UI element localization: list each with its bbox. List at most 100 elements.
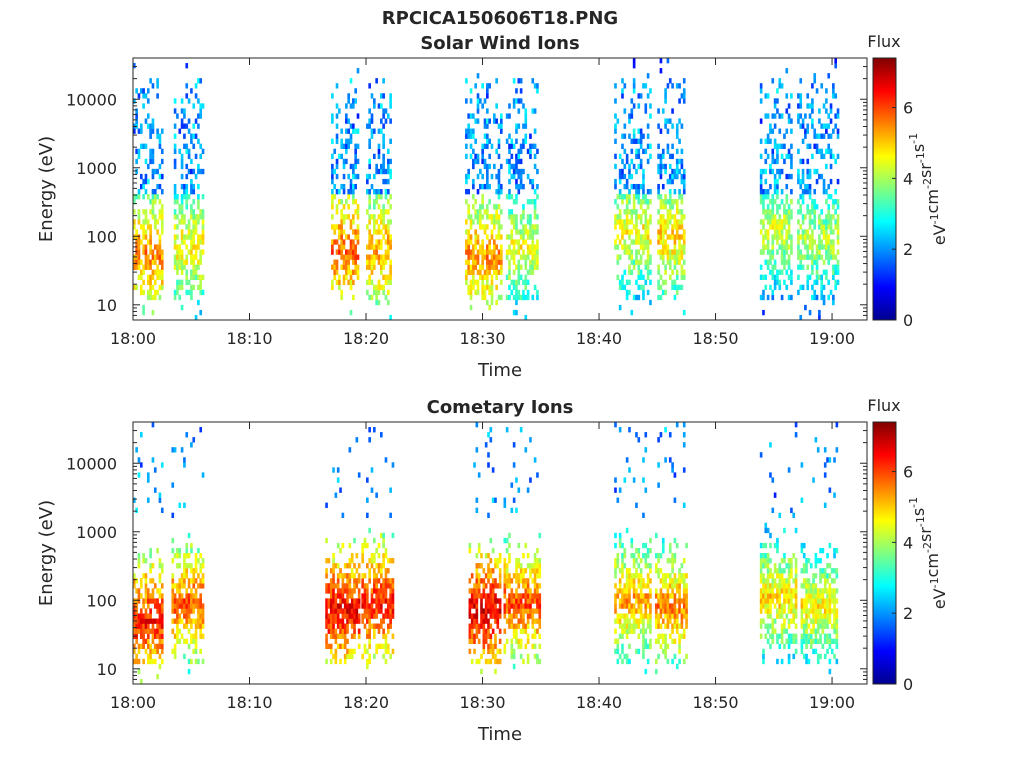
heatmap-cell	[512, 78, 516, 84]
heatmap-cell	[373, 558, 376, 564]
heatmap-cell	[764, 168, 768, 175]
heatmap-cell	[533, 244, 537, 250]
heatmap-cell	[201, 214, 205, 220]
heatmap-cell	[338, 249, 341, 255]
heatmap-cell	[475, 628, 479, 634]
heatmap-cell	[480, 593, 483, 599]
heatmap-cell	[675, 663, 679, 670]
heatmap-cell	[488, 304, 491, 311]
heatmap-cell	[329, 618, 333, 624]
heatmap-cell	[476, 269, 480, 275]
heatmap-cell	[621, 603, 624, 609]
heatmap-cell	[350, 573, 354, 579]
heatmap-cell	[477, 547, 481, 554]
heatmap-cell	[766, 204, 770, 210]
heatmap-cell	[356, 173, 360, 180]
solar-wind-title: Solar Wind Ions	[420, 33, 579, 54]
heatmap-cell	[632, 613, 636, 619]
heatmap-cell	[185, 269, 189, 275]
heatmap-cell	[137, 219, 141, 225]
heatmap-cell	[816, 598, 820, 604]
heatmap-cell	[481, 148, 484, 155]
heatmap-cell	[137, 598, 141, 604]
heatmap-cell	[673, 618, 677, 624]
heatmap-cell	[183, 638, 186, 644]
heatmap-cell	[811, 199, 814, 205]
heatmap-cell	[160, 563, 164, 569]
heatmap-cell	[820, 153, 824, 160]
heatmap-cell	[807, 638, 811, 644]
heatmap-cell	[780, 558, 784, 564]
heatmap-cell	[664, 244, 667, 250]
heatmap-cell	[635, 148, 638, 155]
heatmap-cell	[682, 432, 686, 438]
heatmap-cell	[780, 658, 784, 665]
heatmap-cell	[176, 194, 179, 200]
heatmap-cell	[142, 219, 145, 225]
heatmap-cell	[335, 249, 339, 255]
heatmap-cell	[382, 583, 385, 589]
heatmap-cell	[533, 229, 537, 235]
heatmap-cell	[531, 269, 535, 275]
heatmap-cell	[808, 224, 812, 230]
heatmap-cell	[621, 143, 624, 149]
heatmap-cell	[142, 183, 145, 190]
heatmap-cell	[176, 608, 179, 614]
heatmap-cell	[769, 583, 772, 589]
heatmap-cell	[666, 249, 670, 255]
heatmap-cell	[806, 128, 810, 134]
heatmap-cell	[187, 279, 191, 286]
heatmap-cell	[762, 309, 765, 316]
heatmap-cell	[799, 98, 803, 104]
heatmap-cell	[185, 254, 189, 260]
heatmap-cell	[835, 547, 839, 554]
heatmap-cell	[801, 219, 805, 225]
heatmap-cell	[524, 284, 528, 291]
heatmap-cell	[178, 638, 182, 644]
heatmap-cell	[149, 279, 152, 286]
heatmap-cell	[339, 573, 342, 579]
heatmap-cell	[673, 244, 677, 250]
heatmap-cell	[473, 583, 476, 589]
heatmap-cell	[783, 143, 786, 149]
heatmap-cell	[338, 108, 341, 114]
heatmap-cell	[352, 249, 355, 255]
heatmap-cell	[616, 194, 620, 200]
heatmap-cell	[488, 214, 491, 220]
heatmap-cell	[799, 113, 803, 119]
heatmap-cell	[469, 224, 473, 230]
heatmap-cell	[494, 578, 497, 584]
heatmap-cell	[368, 628, 371, 634]
heatmap-cell	[153, 487, 157, 493]
heatmap-cell	[346, 648, 349, 655]
heatmap-cell	[635, 214, 638, 220]
heatmap-cell	[153, 244, 157, 250]
heatmap-cell	[133, 259, 136, 265]
heatmap-cell	[780, 229, 784, 235]
heatmap-cell	[805, 568, 808, 574]
heatmap-cell	[813, 219, 817, 225]
heatmap-cell	[185, 432, 189, 438]
heatmap-cell	[325, 537, 328, 544]
heatmap-cell	[536, 194, 539, 200]
heatmap-cell	[474, 138, 477, 144]
heatmap-cell	[187, 563, 191, 569]
heatmap-cell	[505, 274, 509, 280]
heatmap-cell	[173, 123, 177, 129]
heatmap-cell	[801, 264, 805, 270]
heatmap-cell	[498, 628, 502, 634]
heatmap-cell	[678, 608, 681, 614]
heatmap-cell	[664, 289, 667, 296]
heatmap-cell	[375, 289, 378, 296]
heatmap-cell	[137, 239, 141, 245]
heatmap-cell	[759, 558, 763, 564]
heatmap-cell	[821, 593, 825, 599]
heatmap-cell	[623, 209, 627, 215]
heatmap-cell	[529, 148, 532, 155]
heatmap-cell	[345, 143, 348, 149]
heatmap-cell	[678, 98, 681, 104]
heatmap-cell	[180, 209, 184, 215]
heatmap-cell	[368, 173, 371, 180]
heatmap-cell	[201, 573, 205, 579]
heatmap-cell	[139, 88, 143, 94]
